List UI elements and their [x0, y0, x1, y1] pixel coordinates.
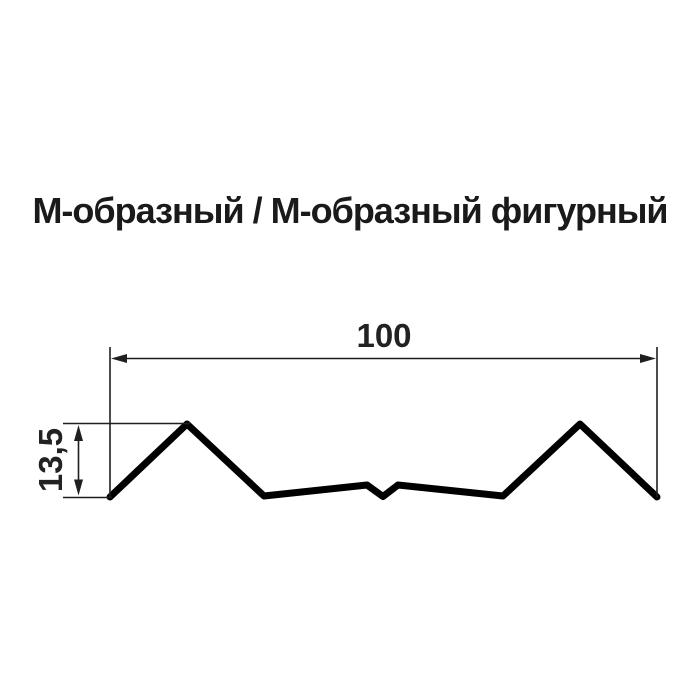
- page-title: М-образный / М-образный фигурный: [32, 190, 668, 231]
- arrow-up-icon: [74, 425, 83, 441]
- width-dimension-label: 100: [356, 317, 411, 354]
- arrow-down-icon: [74, 479, 83, 496]
- width-dimension: 100: [109, 317, 658, 497]
- height-dimension: 13,5: [32, 422, 190, 499]
- height-dimension-label: 13,5: [32, 428, 69, 492]
- profile-outline: [106, 420, 661, 501]
- arrow-right-icon: [640, 354, 656, 363]
- arrow-left-icon: [111, 354, 127, 363]
